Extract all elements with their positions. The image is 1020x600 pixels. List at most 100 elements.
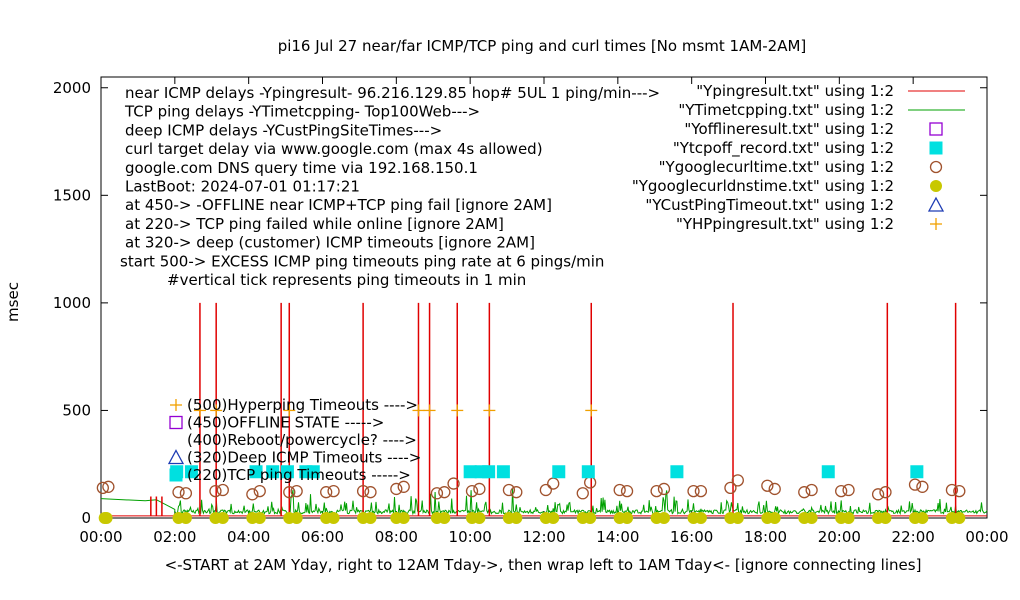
chart-title: pi16 Jul 27 near/far ICMP/TCP ping and c… bbox=[278, 37, 807, 55]
x-tick-label: 06:00 bbox=[301, 528, 344, 546]
curl-point bbox=[650, 484, 663, 498]
curl-point bbox=[953, 484, 966, 498]
hyperping-point bbox=[423, 404, 436, 417]
curl-point bbox=[246, 488, 259, 501]
dns-point bbox=[547, 512, 560, 524]
curl-point bbox=[356, 484, 370, 498]
curl-point bbox=[172, 486, 185, 499]
legend-label: "Yofflineresult.txt" using 1:2 bbox=[684, 120, 894, 138]
dns-point bbox=[953, 512, 966, 524]
key-marker bbox=[169, 468, 183, 482]
dns-point bbox=[364, 512, 377, 524]
dns-point bbox=[916, 512, 929, 524]
x-tick-label: 12:00 bbox=[522, 528, 565, 546]
curl-point bbox=[102, 480, 115, 493]
chart-note: LastBoot: 2024-07-01 01:17:21 bbox=[125, 178, 360, 196]
curl-point bbox=[290, 484, 303, 498]
dns-point bbox=[805, 512, 818, 524]
curl-point bbox=[687, 484, 700, 498]
x-tick-label: 10:00 bbox=[449, 528, 492, 546]
curl-point bbox=[657, 482, 671, 496]
tcpoff-point bbox=[463, 465, 477, 479]
curl-point bbox=[724, 481, 737, 495]
x-tick-label: 02:00 bbox=[153, 528, 196, 546]
x-tick-label: 08:00 bbox=[375, 528, 418, 546]
hyperping-point bbox=[585, 404, 598, 417]
tcpoff-point bbox=[280, 465, 294, 479]
dns-point bbox=[438, 512, 451, 524]
legend-label: "Ytcpoff_record.txt" using 1:2 bbox=[673, 139, 894, 158]
dns-point bbox=[473, 512, 486, 524]
chart-note: google.com DNS query time via 192.168.15… bbox=[125, 159, 478, 177]
tcpoff-point bbox=[670, 465, 684, 479]
key-label: (500)Hyperping Timeouts ----> bbox=[187, 396, 418, 414]
curl-point bbox=[576, 487, 589, 500]
hyperping-point bbox=[210, 404, 223, 417]
curl-point bbox=[871, 488, 885, 501]
dns-point bbox=[621, 512, 634, 524]
hyperping-point bbox=[283, 404, 296, 417]
legend-label: "YTimetcpping.txt" using 1:2 bbox=[678, 101, 894, 119]
curl-point bbox=[502, 483, 516, 497]
curl-point bbox=[447, 477, 460, 490]
x-tick-label: 20:00 bbox=[818, 528, 861, 546]
key-label: (220)TCP ping Timeouts -----> bbox=[187, 466, 411, 484]
curl-point bbox=[613, 483, 626, 497]
curl-point bbox=[364, 486, 377, 499]
dns-point bbox=[216, 512, 229, 524]
curl-point bbox=[761, 479, 774, 492]
chart-note: at 220-> TCP ping failed while online [i… bbox=[125, 215, 504, 233]
tcpoff-point bbox=[184, 465, 198, 479]
curl-point bbox=[547, 477, 560, 490]
chart-note: start 500-> EXCESS ICMP ping timeouts pi… bbox=[120, 252, 604, 270]
x-tick-label: 04:00 bbox=[227, 528, 270, 546]
chart-note: near ICMP delays -Ypingresult- 96.216.12… bbox=[125, 84, 660, 102]
curl-point bbox=[694, 484, 708, 498]
dns-point bbox=[657, 512, 670, 524]
legend-marker bbox=[929, 122, 943, 136]
dns-point bbox=[253, 512, 266, 524]
text-layer: pi16 Jul 27 near/far ICMP/TCP ping and c… bbox=[4, 37, 921, 574]
curl-point bbox=[438, 486, 451, 499]
curl-point bbox=[916, 480, 929, 493]
curl-point bbox=[805, 483, 818, 497]
x-axis-label: <-START at 2AM Yday, right to 12AM Tday-… bbox=[165, 556, 922, 574]
dns-point bbox=[327, 512, 340, 524]
curl-point bbox=[510, 486, 523, 499]
chart-note: at 320-> deep (customer) ICMP timeouts [… bbox=[125, 234, 535, 252]
chart-note: curl target delay via www.google.com (ma… bbox=[125, 140, 543, 158]
dns-point bbox=[510, 512, 523, 524]
hyperping-point bbox=[451, 404, 464, 417]
x-tick-label: 22:00 bbox=[892, 528, 935, 546]
x-tick-label: 00:00 bbox=[79, 528, 122, 546]
curl-point bbox=[908, 478, 922, 491]
marker-key: (500)Hyperping Timeouts ---->(450)OFFLIN… bbox=[167, 396, 421, 484]
hyperping-point bbox=[193, 404, 206, 417]
dns-point bbox=[768, 512, 781, 524]
chart-note: deep ICMP delays -YCustPingSiteTimes---> bbox=[125, 121, 442, 139]
curl-point bbox=[96, 481, 109, 495]
dns-point bbox=[879, 512, 892, 524]
y-tick-label: 2000 bbox=[53, 79, 91, 97]
curl-point bbox=[320, 486, 333, 499]
x-tick-label: 00:00 bbox=[965, 528, 1008, 546]
dns-point bbox=[731, 512, 744, 524]
dns-point bbox=[842, 512, 855, 524]
dns-point bbox=[397, 512, 410, 524]
chart-note: at 450-> -OFFLINE near ICMP+TCP ping fai… bbox=[125, 196, 552, 214]
curl-point bbox=[327, 484, 340, 498]
legend-marker bbox=[927, 196, 945, 212]
key-label: (450)OFFLINE STATE -----> bbox=[187, 414, 384, 432]
curl-point bbox=[473, 482, 486, 496]
curl-point bbox=[945, 483, 959, 497]
curl-point bbox=[798, 486, 811, 499]
legend-label: "Ygooglecurldnstime.txt" using 1:2 bbox=[632, 177, 894, 195]
legend-label: "Ypingresult.txt" using 1:2 bbox=[696, 82, 894, 100]
curl-point bbox=[465, 484, 479, 498]
curl-point bbox=[390, 482, 403, 496]
dns-point bbox=[290, 512, 303, 524]
curl-point bbox=[620, 484, 634, 498]
curl-point bbox=[842, 483, 855, 497]
axes-layer: 0 500 1000 1500 2000 00:00 02:00 04:00 06:00 08:0… bbox=[53, 76, 1009, 546]
